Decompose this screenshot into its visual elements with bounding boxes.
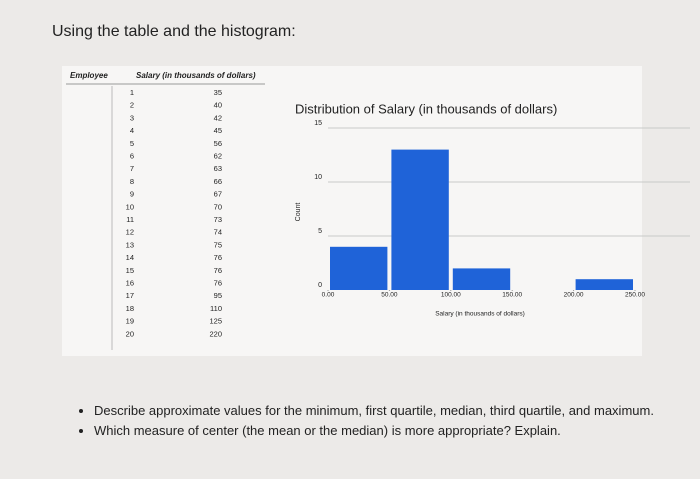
heading: Using the table and the histogram: (52, 23, 296, 40)
employee-cell: 1 (130, 88, 134, 97)
x-tick-label: 150.00 (502, 292, 522, 299)
employee-cell: 6 (130, 151, 134, 160)
salary-cell: 63 (214, 164, 222, 173)
y-axis-label: Count (295, 203, 302, 222)
employee-cell: 5 (130, 139, 134, 148)
salary-cell: 42 (214, 113, 222, 122)
y-tick-label: 10 (314, 174, 322, 181)
salary-cell: 62 (214, 151, 222, 160)
employee-cell: 13 (126, 240, 134, 249)
bullet: Which measure of center (the mean or the… (94, 422, 654, 440)
employee-cell: 20 (126, 329, 134, 338)
employee-cell: 7 (130, 164, 134, 173)
salary-cell: 56 (214, 139, 222, 148)
salary-cell: 70 (214, 202, 222, 211)
employee-cell: 18 (126, 304, 134, 313)
x-tick-label: 250.00 (625, 292, 645, 299)
salary-cell: 76 (214, 266, 222, 275)
salary-cell: 76 (214, 278, 222, 287)
bullet: Describe approximate values for the mini… (94, 402, 654, 420)
salary-cell: 110 (210, 304, 222, 313)
y-tick-label: 15 (314, 120, 322, 127)
x-axis-label: Salary (in thousands of dollars) (435, 311, 525, 318)
sheet (62, 66, 642, 356)
histogram-bar (330, 246, 388, 290)
histogram-bar (575, 279, 633, 290)
y-tick-label: 0 (318, 282, 322, 289)
x-tick-label: 0.00 (322, 292, 335, 299)
employee-cell: 9 (130, 190, 134, 199)
employee-cell: 8 (130, 177, 134, 186)
employee-cell: 2 (130, 101, 134, 110)
employee-cell: 12 (126, 228, 134, 237)
bullet-list: Describe approximate values for the mini… (72, 402, 654, 442)
employee-cell: 15 (126, 266, 134, 275)
table-header: Salary (in thousands of dollars) (136, 71, 256, 80)
employee-cell: 4 (130, 126, 134, 135)
employee-cell: 10 (126, 202, 134, 211)
salary-cell: 125 (209, 317, 222, 326)
salary-cell: 76 (214, 253, 222, 262)
x-tick-label: 100.00 (441, 292, 461, 299)
employee-cell: 17 (126, 291, 134, 300)
x-tick-label: 50.00 (381, 292, 398, 299)
employee-cell: 19 (126, 317, 134, 326)
salary-cell: 95 (214, 291, 222, 300)
salary-cell: 74 (214, 228, 222, 237)
histogram-bar (391, 149, 449, 290)
employee-cell: 3 (130, 113, 134, 122)
employee-cell: 14 (126, 253, 134, 262)
salary-cell: 67 (214, 190, 222, 199)
salary-cell: 66 (214, 177, 222, 186)
salary-cell: 35 (214, 88, 222, 97)
employee-cell: 11 (126, 215, 134, 224)
histogram-bar (452, 268, 511, 290)
x-tick-label: 200.00 (564, 292, 584, 299)
salary-cell: 73 (214, 215, 222, 224)
chart-title: Distribution of Salary (in thousands of … (295, 101, 557, 116)
table-header: Employee (70, 71, 108, 80)
salary-cell: 220 (209, 329, 222, 338)
y-tick-label: 5 (318, 228, 322, 235)
employee-cell: 16 (126, 278, 134, 287)
salary-cell: 40 (214, 101, 222, 110)
salary-cell: 75 (214, 240, 222, 249)
salary-cell: 45 (214, 126, 222, 135)
